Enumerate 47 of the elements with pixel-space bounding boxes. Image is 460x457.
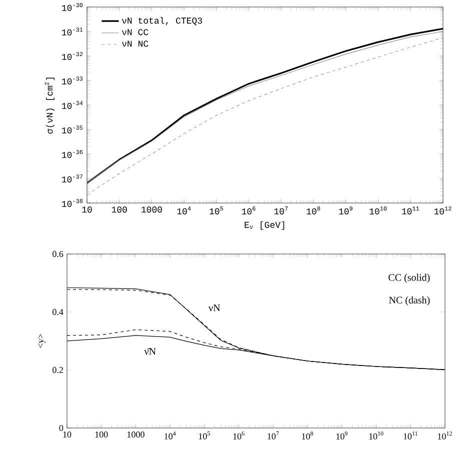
x-tick-label: 10$^{7}$ bbox=[268, 432, 279, 440]
x-tick-label: 10$^{6}$ bbox=[233, 432, 244, 440]
y-tick-label: 10$^{-31}$ bbox=[62, 28, 83, 36]
annotation: νN bbox=[208, 304, 220, 312]
x-tick-label: 10 bbox=[63, 432, 72, 438]
annotation: NC (dash) bbox=[389, 296, 430, 306]
legend-label: νN CC bbox=[122, 29, 148, 36]
x-tick-label: 1000 bbox=[128, 432, 144, 438]
x-tick-label: 10$^{10}$ bbox=[370, 206, 387, 214]
y-tick-label: 0.2 bbox=[52, 366, 63, 374]
x-tick-label: 10$^{4}$ bbox=[164, 432, 176, 440]
x-tick-label: 10$^{6}$ bbox=[242, 206, 256, 214]
x-tick-label: 10$^{4}$ bbox=[177, 206, 191, 214]
y-tick-label: 0.6 bbox=[52, 250, 64, 258]
x-tick-label: 10$^{11}$ bbox=[402, 206, 420, 214]
x-tick-label: 10$^{12}$ bbox=[438, 432, 452, 440]
x-tick-label: 10$^{7}$ bbox=[274, 206, 288, 214]
y-tick-label: 10$^{-32}$ bbox=[62, 52, 83, 60]
text: E$_{ν}$ [GeV] bbox=[244, 221, 284, 230]
x-tick-label: 10$^{5}$ bbox=[210, 206, 224, 214]
legend-label: νN total, CTEQ3 bbox=[122, 17, 202, 26]
y-tick-label: 10$^{-38}$ bbox=[62, 199, 83, 207]
y-tick-label: 10$^{-36}$ bbox=[62, 150, 83, 158]
x-tick-label: 100 bbox=[112, 206, 127, 213]
y-tick-label: 10$^{-34}$ bbox=[62, 101, 83, 109]
x-tick-label: 10$^{9}$ bbox=[336, 432, 348, 440]
legend-label: νN NC bbox=[122, 40, 148, 47]
y-tick-label: 10$^{-35}$ bbox=[62, 126, 83, 134]
y-tick-label: 0.4 bbox=[52, 308, 64, 316]
y-tick-label: 0 bbox=[59, 424, 64, 432]
x-tick-label: 10 bbox=[82, 206, 92, 213]
x-tick-label: 10$^{8}$ bbox=[302, 432, 314, 440]
y-axis-title: <y> bbox=[38, 334, 46, 348]
y-tick-label: 10$^{-33}$ bbox=[62, 76, 83, 84]
x-tick-label: 100 bbox=[95, 432, 108, 438]
x-tick-label: 10$^{5}$ bbox=[198, 432, 210, 440]
y-tick-label: 10$^{-30}$ bbox=[62, 3, 83, 11]
x-tick-label: 10$^{12}$ bbox=[434, 206, 452, 214]
x-tick-label: 1000 bbox=[142, 206, 162, 213]
y-axis-title: σ(νN) [cm$^{2}$] bbox=[44, 78, 55, 134]
x-tick-label: 10$^{11}$ bbox=[404, 432, 418, 440]
x-tick-label: 10$^{8}$ bbox=[306, 206, 320, 214]
annotation: ν̄N bbox=[144, 348, 156, 355]
x-tick-label: 10$^{10}$ bbox=[369, 432, 384, 440]
annotation: CC (solid) bbox=[388, 274, 430, 283]
x-tick-label: 10$^{9}$ bbox=[339, 206, 352, 214]
y-tick-label: 10$^{-37}$ bbox=[62, 174, 83, 182]
